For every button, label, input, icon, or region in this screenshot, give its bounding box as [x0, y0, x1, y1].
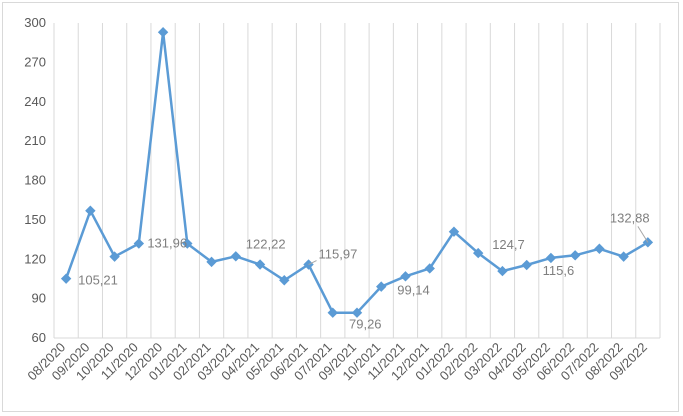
y-tick-label: 240 — [24, 94, 46, 109]
data-point-marker — [448, 226, 460, 237]
data-point-marker — [545, 252, 557, 264]
data-point-marker — [182, 238, 193, 249]
y-tick-label: 210 — [24, 133, 46, 148]
y-tick-label: 60 — [32, 330, 46, 345]
data-label-layer: 105,21 131,96 122,22 115,97 79,26 99,14 124,7 1… — [78, 210, 650, 331]
data-point-marker — [157, 26, 169, 38]
data-label: 122,22 — [246, 236, 286, 251]
data-point-marker — [206, 256, 217, 268]
data-label: 105,21 — [78, 273, 118, 288]
y-tick-label: 150 — [24, 212, 46, 227]
data-point-marker — [594, 243, 605, 254]
data-point-marker — [497, 265, 508, 277]
chart-frame — [2, 2, 679, 412]
y-tick-label: 180 — [24, 173, 46, 188]
data-point-marker — [569, 250, 581, 261]
data-label: 115,97 — [319, 247, 358, 262]
y-tick-label: 300 — [24, 15, 46, 30]
data-point-marker — [400, 271, 411, 282]
data-label: 115,6 — [543, 263, 575, 278]
data-label-leader — [308, 260, 317, 265]
data-point-marker — [424, 263, 435, 274]
data-point-marker — [109, 251, 120, 262]
data-point-marker — [85, 205, 96, 216]
data-point-marker — [376, 281, 387, 292]
data-point-marker — [230, 251, 242, 262]
data-point-marker — [133, 238, 145, 249]
data-point-marker — [618, 251, 629, 262]
data-label: 132,88 — [610, 210, 650, 225]
data-point-marker — [472, 247, 484, 259]
y-tick-label: 120 — [24, 251, 46, 266]
data-label: 79,26 — [349, 317, 382, 332]
data-point-marker — [279, 275, 290, 286]
data-label: 124,7 — [492, 237, 525, 252]
series-layer — [60, 26, 654, 318]
data-label-leader — [637, 226, 649, 243]
y-tick-label: 270 — [24, 54, 46, 69]
data-label: 99,14 — [397, 283, 430, 298]
data-point-marker — [521, 259, 532, 271]
axis-layer: 609012015018021024027030008/202009/20201… — [24, 15, 660, 383]
data-point-marker — [60, 273, 72, 284]
data-point-marker — [254, 259, 266, 270]
data-point-marker — [351, 307, 363, 318]
grid-layer — [53, 23, 661, 338]
y-tick-label: 90 — [32, 291, 46, 306]
data-point-marker — [327, 307, 338, 318]
data-label: 131,96 — [147, 236, 187, 251]
